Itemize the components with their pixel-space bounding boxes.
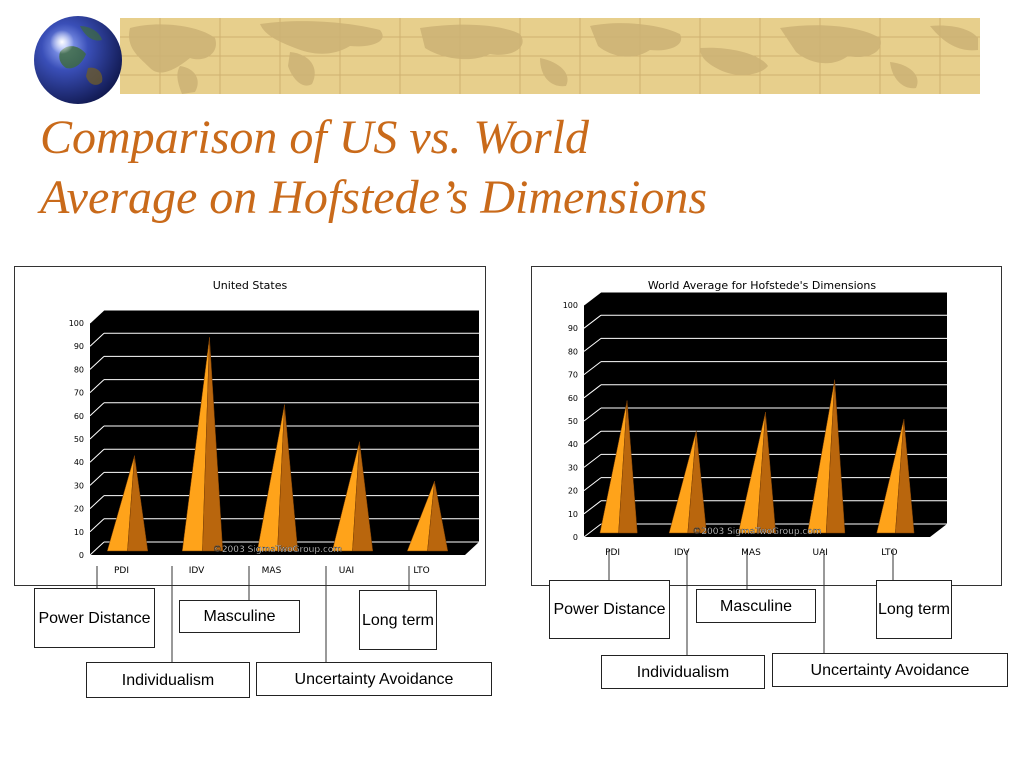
gridline-side (89, 379, 105, 393)
y-tick-label: 60 (74, 412, 84, 421)
slide-title-line-1: Comparison of US vs. World (40, 111, 589, 164)
chart-watermark: ©2003 SigmaTwoGroup.com (692, 527, 821, 537)
y-tick-label: 20 (74, 505, 84, 514)
gridline-side (583, 338, 602, 352)
gridline-side (89, 495, 105, 509)
y-tick-label: 70 (74, 389, 84, 398)
world-chart: World Average for Hofstede's Dimensions 0… (563, 279, 947, 558)
pyramid-bar (106, 455, 149, 552)
us-chart: United States 0 10 20 30 40 50 60 70 80 90 100 PDI ID… (69, 279, 479, 576)
pyramid-bar (599, 400, 638, 534)
us-label-masculine: Masculine (179, 600, 300, 633)
x-tick-label: LTO (413, 566, 429, 576)
y-tick-label: 0 (573, 533, 578, 542)
pyramid-bar (738, 412, 776, 534)
gridline-side (89, 309, 105, 324)
pyramid-bar (181, 337, 224, 552)
world-label-uncertainty-avoidance: Uncertainty Avoidance (772, 653, 1008, 687)
x-tick-label: PDI (114, 566, 129, 576)
gridline-side (583, 454, 602, 468)
y-tick-label: 10 (568, 510, 578, 519)
world-map-banner (120, 18, 980, 94)
chart-title: United States (213, 279, 288, 292)
x-tick-label: MAS (741, 548, 761, 558)
x-tick-label: PDI (605, 548, 620, 558)
x-tick-label: MAS (262, 566, 282, 576)
us-label-individualism: Individualism (86, 662, 250, 698)
globe-icon (30, 12, 126, 108)
y-tick-label: 80 (568, 347, 578, 356)
y-tick-label: 60 (568, 394, 578, 403)
y-tick-label: 80 (74, 365, 84, 374)
gridline-side (89, 518, 105, 533)
y-tick-label: 10 (74, 528, 84, 537)
pyramid-bar (807, 379, 846, 534)
gridline-side (583, 500, 602, 515)
y-tick-label: 100 (69, 319, 84, 328)
y-tick-label: 30 (568, 463, 578, 472)
slide-title: Comparison of US vs. World Average on Ho… (40, 108, 707, 228)
gridline-side (89, 472, 105, 486)
gridline-side (583, 477, 602, 491)
y-tick-label: 100 (563, 301, 578, 310)
y-tick-label: 40 (74, 458, 84, 467)
gridline-side (583, 291, 602, 306)
us-label-long-term: Long term (359, 590, 437, 650)
gridline-side (583, 523, 602, 538)
gridline-side (89, 402, 105, 417)
y-tick-label: 20 (568, 487, 578, 496)
chart-title: World Average for Hofstede's Dimensions (648, 279, 876, 292)
slide-title-line-2: Average on Hofstede’s Dimensions (40, 171, 708, 224)
y-tick-label: 50 (74, 435, 84, 444)
world-label-masculine: Masculine (696, 589, 816, 623)
pyramid-bar (876, 419, 915, 534)
pyramid-bar (668, 430, 707, 534)
y-tick-label: 90 (568, 324, 578, 333)
chart-watermark: ©2003 SigmaTwoGroup.com (213, 545, 342, 555)
x-tick-label: LTO (881, 548, 897, 558)
x-tick-label: IDV (674, 548, 690, 558)
y-tick-label: 90 (74, 342, 84, 351)
y-tick-label: 70 (568, 371, 578, 380)
gridline-side (583, 314, 602, 329)
world-chart-panel: World Average for Hofstede's Dimensions 0… (531, 266, 1002, 586)
gridline-side (583, 384, 602, 399)
y-tick-label: 30 (74, 481, 84, 490)
x-tick-label: IDV (189, 566, 205, 576)
us-label-uncertainty-avoidance: Uncertainty Avoidance (256, 662, 492, 696)
pyramid-bar (406, 481, 449, 552)
gridline-side (89, 541, 105, 556)
pyramid-bar (256, 404, 299, 552)
x-tick-label: UAI (812, 548, 827, 558)
world-label-individualism: Individualism (601, 655, 765, 689)
us-label-power-distance: Power Distance (34, 588, 155, 648)
gridline-side (89, 356, 105, 370)
gridline-side (583, 407, 602, 422)
gridline-side (583, 430, 602, 445)
world-label-power-distance: Power Distance (549, 580, 670, 639)
pyramid-bar (331, 441, 374, 552)
y-tick-label: 40 (568, 440, 578, 449)
y-tick-label: 0 (79, 551, 84, 560)
us-chart-panel: United States 0 10 20 30 40 50 60 70 80 90 100 PDI ID… (14, 266, 486, 586)
x-tick-label: UAI (339, 566, 354, 576)
gridline-side (89, 425, 105, 440)
y-tick-label: 50 (568, 417, 578, 426)
gridline-side (89, 448, 105, 463)
world-label-long-term: Long term (876, 580, 952, 639)
gridline-side (583, 361, 602, 375)
gridline-side (89, 332, 105, 347)
